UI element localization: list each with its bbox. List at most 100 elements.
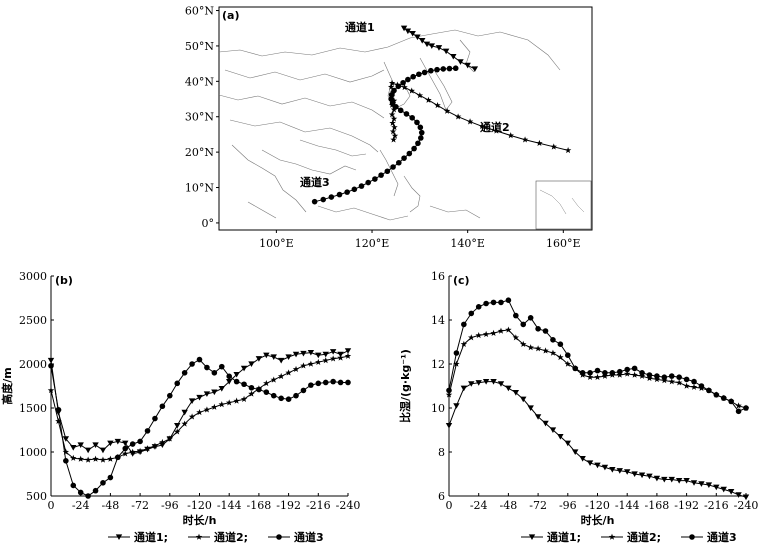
data-point-series-1: [196, 394, 203, 401]
data-point-series-3: [735, 408, 742, 415]
data-point-series-1: [735, 492, 742, 498]
track-marker-2: [521, 136, 529, 143]
x-tick-label: -144: [615, 499, 640, 512]
track-marker-3: [397, 107, 404, 114]
data-point-series-3: [706, 387, 712, 394]
data-point-series-1: [527, 405, 534, 411]
x-tick-label: -240: [734, 499, 759, 512]
x-tick-label: -96: [559, 499, 577, 512]
data-point-series-2: [690, 383, 698, 390]
data-point-series-1: [534, 414, 542, 420]
data-point-series-2: [92, 455, 99, 462]
x-tick-label: -120: [585, 499, 610, 512]
data-point-series-2: [285, 369, 292, 376]
data-point-series-2: [675, 379, 683, 386]
data-point-series-1: [579, 456, 586, 462]
data-point-series-1: [181, 409, 188, 416]
y-tick-label: 1500: [19, 402, 47, 415]
x-tick-label: -96: [161, 499, 179, 512]
data-point-series-1: [631, 471, 638, 477]
data-point-series-1: [292, 351, 300, 358]
data-point-series-3: [594, 367, 601, 374]
legend-marker-2: [608, 533, 616, 540]
track-marker-3: [410, 73, 416, 80]
track-marker-3: [411, 145, 417, 152]
data-point-series-1: [77, 442, 84, 448]
track-marker-2: [454, 113, 462, 120]
x-tick-label: -192: [674, 499, 699, 512]
data-point-series-1: [107, 440, 114, 447]
data-point-series-3: [513, 312, 519, 319]
data-point-series-1: [564, 440, 571, 447]
y-tick-label: 12: [431, 358, 445, 371]
data-point-series-1: [497, 381, 505, 387]
data-point-series-1: [572, 449, 579, 455]
data-point-series-3: [70, 482, 77, 489]
legend-marker-2: [195, 533, 203, 540]
y-axis-label: 高度/m: [0, 367, 14, 404]
data-point-series-2: [549, 349, 557, 356]
data-point-series-1: [70, 445, 77, 451]
legend-marker-3: [689, 534, 695, 540]
data-point-series-2: [70, 454, 77, 461]
data-point-series-3: [122, 445, 129, 452]
lat-tick-label: 30°N: [185, 111, 214, 124]
channel1-map-label: 通道1: [345, 20, 375, 34]
track-marker-1: [428, 43, 436, 49]
x-tick-label: -72: [529, 499, 547, 512]
data-point-series-3: [527, 315, 534, 321]
data-point-series-2: [188, 413, 196, 420]
lon-tick-label: 120°E: [355, 237, 390, 250]
data-point-series-3: [189, 361, 195, 367]
data-point-series-1: [720, 486, 727, 493]
track-marker-3: [421, 69, 428, 76]
data-point-series-3: [520, 321, 527, 328]
data-point-series-3: [483, 300, 489, 307]
data-point-series-1: [542, 420, 549, 427]
data-point-series-2: [151, 442, 159, 449]
track-marker-3: [405, 76, 411, 83]
data-point-series-3: [535, 326, 541, 332]
data-point-series-3: [315, 380, 322, 387]
series-line-3: [448, 299, 747, 412]
data-point-series-3: [248, 384, 255, 391]
data-point-series-1: [174, 423, 181, 429]
legend-label-3: 通道3: [707, 530, 737, 544]
data-point-series-3: [587, 370, 593, 376]
data-point-series-3: [498, 299, 504, 306]
data-point-series-3: [48, 362, 54, 369]
track-marker-1: [450, 53, 457, 60]
data-point-series-3: [609, 370, 616, 376]
data-point-series-2: [277, 372, 285, 380]
data-point-series-2: [203, 406, 211, 413]
data-point-series-1: [344, 348, 352, 354]
data-point-series-3: [144, 428, 151, 434]
data-point-series-1: [460, 385, 468, 392]
data-point-series-3: [728, 398, 734, 405]
track-marker-2: [390, 115, 398, 122]
legend-label-1: 通道1;: [547, 530, 581, 544]
track-marker-1: [414, 34, 421, 41]
data-point-series-1: [624, 469, 631, 475]
track-marker-1: [419, 38, 426, 44]
data-point-series-3: [475, 304, 482, 310]
data-point-series-2: [292, 365, 300, 373]
legend-label-1: 通道1;: [134, 530, 168, 544]
data-point-series-2: [270, 376, 277, 383]
data-point-series-3: [196, 356, 203, 363]
data-point-series-2: [646, 374, 653, 382]
x-tick-label: -216: [306, 499, 331, 512]
data-point-series-1: [505, 385, 512, 392]
data-point-series-1: [520, 396, 527, 403]
data-point-series-1: [211, 389, 218, 396]
data-point-series-2: [497, 327, 505, 334]
data-point-series-2: [638, 372, 646, 379]
data-point-series-1: [218, 386, 225, 392]
track-marker-3: [403, 111, 410, 117]
lat-tick-label: 20°N: [185, 146, 214, 159]
data-point-series-1: [248, 361, 255, 367]
inset-box: [535, 180, 592, 230]
data-point-series-1: [84, 447, 92, 454]
data-point-series-1: [270, 354, 277, 360]
data-point-series-3: [115, 454, 121, 461]
